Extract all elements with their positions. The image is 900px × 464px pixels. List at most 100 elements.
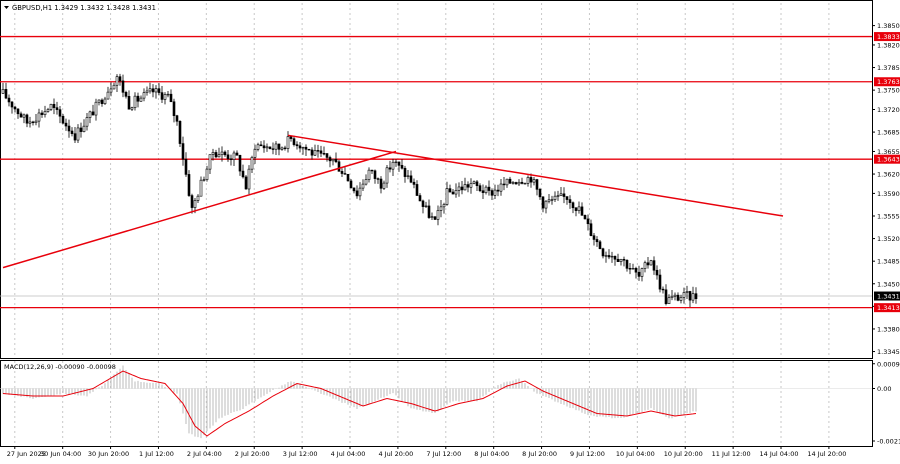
candle-body: [4, 89, 8, 99]
candle-body: [292, 138, 296, 145]
candle-body: [220, 151, 224, 156]
candle-body: [67, 125, 71, 132]
candle-body: [361, 183, 365, 189]
x-tick-label: 2 Jul 04:00: [187, 450, 222, 458]
candle-body: [454, 190, 458, 195]
candle-body: [670, 295, 674, 298]
x-tick-label: 10 Jul 20:00: [664, 450, 703, 458]
x-tick-label: 8 Jul 04:00: [474, 450, 509, 458]
candle-body: [457, 186, 461, 191]
x-tick-label: 7 Jul 12:00: [426, 450, 461, 458]
y-tick-label: 1.3850: [877, 22, 900, 30]
candle-body: [286, 136, 290, 149]
candle-body: [133, 95, 137, 108]
level-price-tag: [874, 154, 900, 164]
candle-body: [460, 186, 464, 191]
candle-body: [376, 178, 380, 180]
candle-body: [352, 187, 356, 192]
candle-body: [232, 152, 236, 160]
candle-body: [79, 127, 83, 132]
macd-y-tick-label: 0.00099: [877, 360, 900, 368]
candle-body: [499, 183, 503, 192]
candle-body: [655, 269, 659, 276]
candle-body: [94, 101, 98, 116]
candle-body: [196, 195, 200, 201]
candle-body: [511, 182, 515, 184]
candle-body: [583, 215, 587, 220]
candle-body: [127, 96, 131, 110]
candle-body: [538, 189, 542, 198]
candle-body: [229, 158, 233, 160]
candle-body: [154, 88, 158, 93]
candle-body: [316, 150, 320, 152]
candle-body: [439, 206, 443, 211]
candle-body: [271, 148, 275, 150]
candle-body: [604, 255, 608, 257]
level-price-label: 1.3643: [877, 156, 900, 164]
candle-body: [91, 111, 95, 116]
candle-body: [625, 259, 629, 269]
candle-body: [556, 195, 560, 197]
candle-body: [502, 183, 506, 186]
dropdown-triangle-icon[interactable]: [4, 6, 9, 9]
candle-body: [58, 109, 62, 117]
candle-body: [664, 289, 668, 304]
x-tick-label: 30 Jun 20:00: [88, 450, 129, 458]
candle-body: [211, 152, 215, 155]
candle-body: [649, 260, 653, 266]
candle-body: [334, 159, 338, 163]
candle-body: [178, 120, 182, 144]
candle-body: [235, 152, 239, 156]
candle-body: [388, 167, 392, 170]
candle-body: [268, 146, 272, 150]
candle-body: [61, 115, 65, 124]
x-tick-label: 27 Jun 2025: [7, 450, 46, 458]
candle-body: [547, 199, 551, 202]
level-price-tag: [874, 32, 900, 42]
candle-body: [190, 195, 194, 208]
candle-body: [508, 178, 512, 184]
candle-body: [643, 262, 647, 269]
candles: [1, 73, 698, 307]
candle-body: [118, 76, 122, 82]
candle-body: [187, 174, 191, 196]
candle-body: [172, 101, 176, 116]
candle-body: [574, 207, 578, 211]
candle-body: [313, 150, 317, 156]
y-tick-label: 1.3450: [877, 280, 900, 288]
candle-body: [112, 84, 116, 90]
macd-title: MACD(12,26,9) -0.00090 -0.00098: [4, 363, 116, 371]
candle-body: [607, 255, 611, 258]
x-tick-label: 30 Jun 04:00: [40, 450, 81, 458]
candle-body: [43, 111, 47, 115]
candle-body: [586, 218, 590, 225]
candle-body: [262, 145, 266, 149]
candle-body: [130, 107, 134, 110]
candle-body: [667, 297, 671, 304]
candle-body: [526, 177, 530, 184]
candle-body: [472, 181, 476, 184]
candle-body: [652, 260, 656, 271]
candle-body: [193, 200, 197, 208]
candle-body: [553, 195, 557, 200]
y-tick-label: 1.3485: [877, 258, 900, 266]
y-tick-label: 1.3590: [877, 190, 900, 198]
candle-body: [166, 93, 170, 96]
candle-body: [688, 291, 692, 301]
candle-body: [517, 181, 521, 185]
candle-body: [418, 195, 422, 202]
candle-body: [340, 171, 344, 174]
candle-body: [49, 103, 53, 110]
candle-body: [64, 122, 68, 127]
candle-body: [25, 114, 29, 124]
trend-line[interactable]: [2, 150, 397, 269]
trend-line[interactable]: [287, 134, 784, 217]
candle-body: [46, 109, 50, 112]
candle-body: [151, 88, 155, 93]
candle-body: [406, 175, 410, 177]
candle-body: [490, 190, 494, 196]
candle-body: [277, 143, 281, 150]
y-tick-label: 1.3720: [877, 106, 900, 114]
